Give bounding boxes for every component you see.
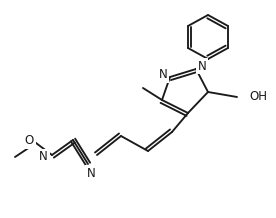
Text: N: N: [198, 60, 206, 73]
Text: OH: OH: [249, 90, 267, 104]
Text: N: N: [87, 167, 95, 179]
Text: N: N: [39, 150, 48, 164]
Text: O: O: [25, 135, 34, 148]
Text: N: N: [159, 68, 167, 82]
